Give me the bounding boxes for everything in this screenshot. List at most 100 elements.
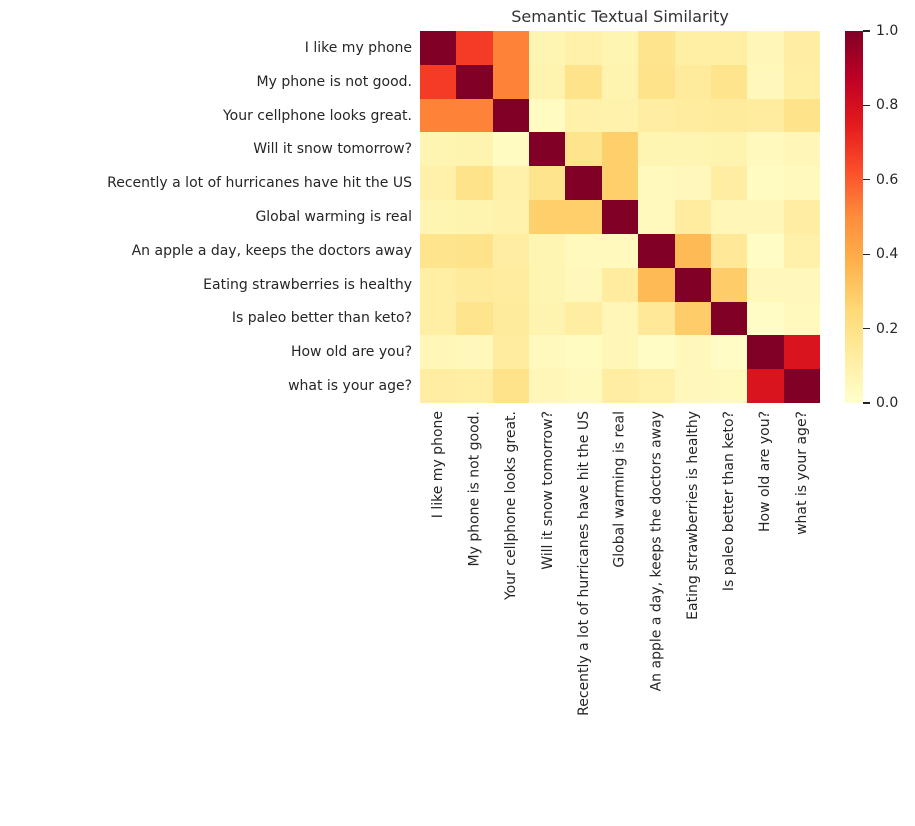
heatmap-cell [747,267,784,302]
colorbar-tick [863,179,870,181]
heatmap-cell [601,166,639,201]
heatmap-cell [492,233,530,268]
y-tick-label: Will it snow tomorrow? [253,141,412,158]
heatmap-cell [565,233,602,268]
heatmap-cell [601,233,639,268]
heatmap-cell [420,31,457,65]
heatmap-cell [420,166,457,201]
heatmap-cell [638,98,675,133]
heatmap-cell [674,301,711,336]
heatmap-cell [638,200,675,234]
heatmap-cell [420,98,457,133]
colorbar-tick [863,104,870,107]
heatmap-cell [456,132,493,167]
heatmap-cell [783,98,820,133]
heatmap-cell [601,132,639,167]
heatmap-cell [529,31,566,65]
heatmap-cell [420,369,457,403]
heatmap-cell [529,233,566,268]
heatmap-cell [456,200,493,234]
heatmap-cell [710,233,748,268]
heatmap-cell [601,31,639,65]
heatmap-cell [456,369,493,403]
heatmap-cell [638,301,675,336]
heatmap-cell [674,166,711,201]
heatmap-cell [456,31,493,65]
heatmap-cell [747,98,784,133]
heatmap-cell [783,301,820,336]
x-tick-label: Global warming is real [612,411,628,568]
heatmap-cell [601,267,639,302]
heatmap-cell [420,64,457,99]
heatmap-cell [783,335,820,370]
heatmap-cell [674,233,711,268]
heatmap-cell [710,31,748,65]
heatmap-cell [529,64,566,99]
y-tick-label: My phone is not good. [256,73,412,90]
heatmap-cell [674,132,711,167]
x-tick-label: Is paleo better than keto? [721,411,738,592]
heatmap-cell [747,369,784,403]
heatmap-cell [710,369,748,403]
heatmap-cell [783,166,820,201]
colorbar-tick [863,402,870,404]
heatmap-cell [747,132,784,167]
heatmap-cell [456,233,493,268]
heatmap-cell [492,267,530,302]
heatmap-cell [420,301,457,336]
heatmap-cell [492,369,530,403]
heatmap-cell [529,166,566,201]
x-tick-label: How old are you? [757,411,774,533]
colorbar-tick [863,253,870,255]
heatmap-cell [638,369,675,403]
heatmap-cell [747,233,784,268]
heatmap-cell [710,335,748,370]
x-tick-label: Eating strawberries is healthy [684,411,701,620]
colorbar-tick-label: 0.0 [876,395,899,411]
y-tick-label: How old are you? [290,344,412,361]
heatmap-cell [601,369,639,403]
heatmap-cell [783,233,820,268]
x-tick-label: My phone is not good. [466,411,483,567]
heatmap-cell [492,335,530,370]
colorbar-tick-label: 0.4 [876,246,899,263]
heatmap-cell [456,64,493,99]
heatmap-cell [420,267,457,302]
heatmap-cell [783,200,820,234]
heatmap-cell [420,233,457,268]
heatmap-cell [565,31,602,65]
heatmap-cell [638,233,675,268]
heatmap-cell [529,267,566,302]
heatmap-cell [747,301,784,336]
colorbar-tick [863,327,870,330]
heatmap-cell [747,31,784,65]
heatmap-cell [601,64,639,99]
heatmap-cell [638,64,675,99]
colorbar-tick-label: 1.0 [876,23,899,39]
heatmap-cell [710,267,748,302]
heatmap-cell [565,64,602,99]
heatmap-cell [674,335,711,370]
heatmap-cell [492,301,530,336]
heatmap-cell [710,301,748,336]
x-tick-label: Your cellphone looks great. [502,411,519,601]
heatmap-cell [529,369,566,403]
heatmap-cell [492,31,530,65]
heatmap-cell [674,64,711,99]
heatmap-cell [492,200,530,234]
heatmap-cell [420,132,457,167]
heatmap-cell [456,267,493,302]
heatmap-cell [747,335,784,370]
heatmap-cell [565,166,602,201]
heatmap-cell [456,301,493,336]
y-tick-label: I like my phone [304,39,412,56]
heatmap-cell [674,200,711,234]
heatmap-cell [492,166,530,201]
y-tick-label: Global warming is real [255,209,412,225]
heatmap-cell [601,98,639,133]
chart-title: Semantic Textual Similarity [511,7,729,26]
heatmap-cell [638,166,675,201]
heatmap-cell [783,267,820,302]
heatmap-cell [747,166,784,201]
